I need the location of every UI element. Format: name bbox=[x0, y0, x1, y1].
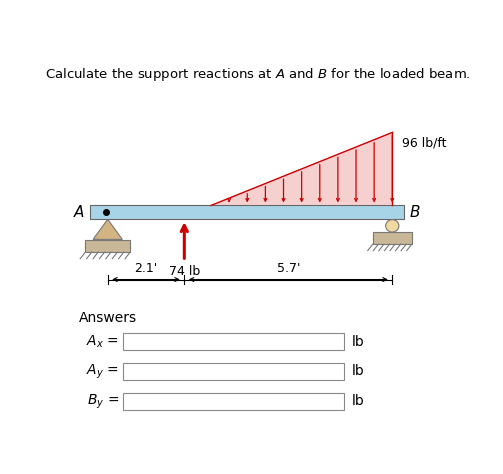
Bar bbox=[123, 392, 344, 410]
Circle shape bbox=[386, 219, 399, 232]
Text: $A_x$ =: $A_x$ = bbox=[87, 333, 119, 350]
Bar bbox=[86, 240, 130, 252]
Text: 2.1': 2.1' bbox=[134, 262, 157, 275]
Text: Calculate the support reactions at $A$ and $B$ for the loaded beam.: Calculate the support reactions at $A$ a… bbox=[45, 66, 471, 83]
Text: B: B bbox=[410, 205, 421, 220]
Bar bbox=[90, 205, 404, 219]
Polygon shape bbox=[211, 132, 392, 205]
Polygon shape bbox=[93, 219, 122, 239]
Text: lb: lb bbox=[351, 365, 364, 379]
Text: 96 lb/ft: 96 lb/ft bbox=[402, 136, 447, 149]
Text: lb: lb bbox=[351, 335, 364, 348]
Text: 74 lb: 74 lb bbox=[169, 265, 200, 278]
Text: A: A bbox=[74, 205, 85, 220]
Text: $A_y$ =: $A_y$ = bbox=[87, 362, 119, 381]
Text: 5.7': 5.7' bbox=[277, 262, 300, 275]
Text: lb: lb bbox=[351, 394, 364, 409]
Bar bbox=[123, 333, 344, 350]
Bar bbox=[373, 232, 412, 244]
Text: Answers: Answers bbox=[78, 310, 137, 325]
Bar bbox=[123, 363, 344, 380]
Text: $B_y$ =: $B_y$ = bbox=[87, 392, 119, 410]
